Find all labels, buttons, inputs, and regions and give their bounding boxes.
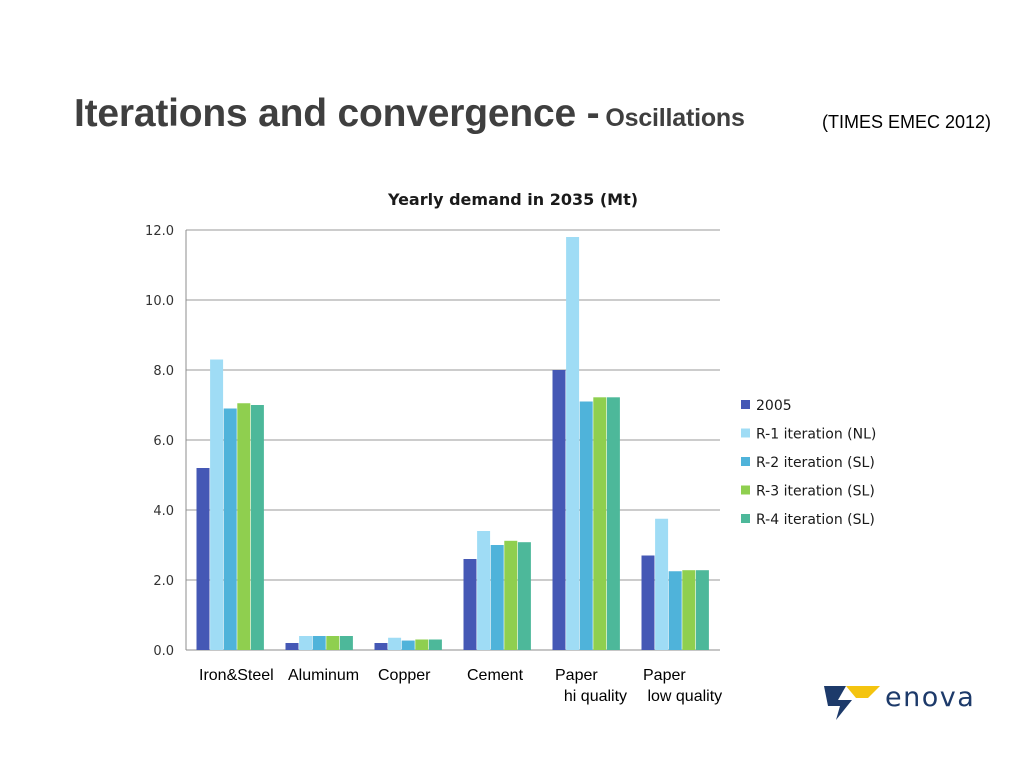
- x-category-label: Iron&Steel: [199, 667, 274, 684]
- legend-swatch: [741, 514, 750, 523]
- y-tick-label: 4.0: [153, 504, 174, 519]
- legend-entry: R-4 iteration (SL): [756, 512, 875, 528]
- bar: [196, 468, 210, 650]
- title-sub: Oscillations: [605, 104, 745, 132]
- bar: [655, 518, 669, 650]
- bar: [339, 636, 353, 650]
- legend-entry: 2005: [756, 398, 792, 414]
- y-tick-label: 6.0: [153, 434, 174, 449]
- bar: [682, 570, 696, 650]
- bar: [477, 531, 491, 650]
- bar: [504, 540, 518, 650]
- bar: [606, 397, 620, 650]
- x-category-label: Paper low quality: [643, 667, 723, 705]
- bar: [285, 643, 299, 650]
- y-tick-label: 12.0: [145, 224, 174, 239]
- source-note: (TIMES EMEC 2012): [822, 112, 992, 132]
- bar: [552, 370, 566, 650]
- bar: [250, 405, 264, 650]
- bar: [401, 640, 415, 650]
- page-title: Iterations and convergence - Oscillations: [74, 92, 745, 136]
- legend-entry: R-3 iteration (SL): [756, 484, 875, 500]
- bar: [463, 559, 477, 650]
- x-category-label: Cement: [467, 667, 524, 684]
- enova-logo-icon: [824, 686, 880, 720]
- bar: [374, 643, 388, 650]
- bar: [388, 637, 402, 650]
- y-tick-label: 8.0: [153, 364, 174, 379]
- legend-swatch: [741, 457, 750, 466]
- y-tick-label: 2.0: [153, 574, 174, 589]
- bar: [326, 636, 340, 650]
- chart-title: Yearly demand in 2035 (Mt): [387, 190, 638, 209]
- bar: [517, 542, 531, 650]
- bar: [579, 401, 593, 650]
- legend-entry: R-1 iteration (NL): [756, 427, 876, 443]
- bar: [415, 639, 429, 650]
- bar: [668, 571, 682, 650]
- legend-swatch: [741, 428, 750, 438]
- bar: [490, 545, 504, 650]
- title-main: Iterations and convergence -: [74, 92, 600, 135]
- bar: [299, 636, 313, 650]
- bar: [312, 636, 326, 650]
- legend-swatch: [741, 485, 750, 495]
- brand-logo-text: enova: [885, 682, 976, 713]
- bar: [210, 359, 224, 650]
- bar: [428, 639, 442, 650]
- x-category-label: Aluminum: [288, 667, 360, 684]
- bar: [223, 408, 237, 650]
- x-category-label: Copper: [378, 667, 431, 684]
- bar: [237, 403, 251, 650]
- bar: [641, 555, 655, 650]
- legend-entry: R-2 iteration (SL): [756, 455, 875, 471]
- legend-swatch: [741, 400, 750, 409]
- bar: [593, 397, 607, 650]
- bar: [695, 570, 709, 650]
- y-tick-label: 0.0: [153, 644, 174, 659]
- bar: [566, 237, 580, 650]
- x-category-label: Paper hi quality: [555, 667, 628, 705]
- y-tick-label: 10.0: [145, 294, 174, 309]
